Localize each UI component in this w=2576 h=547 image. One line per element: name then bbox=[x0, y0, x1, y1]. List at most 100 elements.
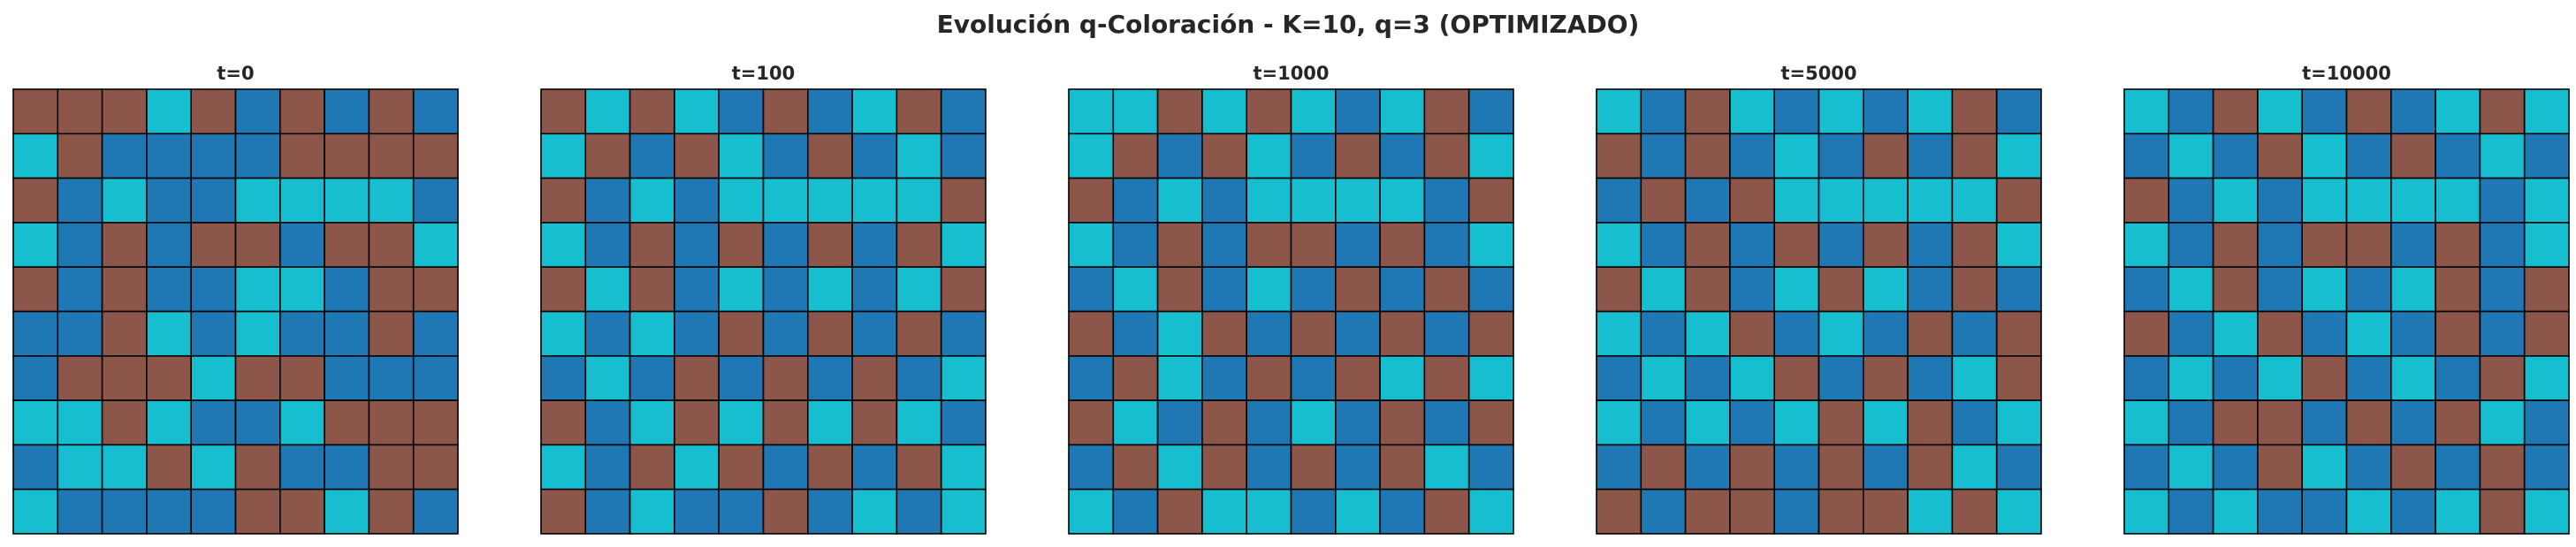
heatmap-cell bbox=[1640, 222, 1687, 268]
heatmap-cell bbox=[1379, 133, 1426, 179]
heatmap-cell bbox=[2301, 222, 2348, 268]
heatmap-cell bbox=[896, 310, 942, 357]
heatmap-cell bbox=[1201, 266, 1248, 313]
heatmap-cell bbox=[412, 354, 459, 401]
heatmap-cell bbox=[2345, 354, 2392, 401]
heatmap-cell bbox=[1201, 222, 1248, 268]
heatmap-cell bbox=[629, 88, 675, 135]
heatmap-cell bbox=[1467, 88, 1514, 135]
heatmap-cell bbox=[412, 177, 459, 224]
heatmap-cell bbox=[1467, 354, 1514, 401]
heatmap-cell bbox=[584, 488, 631, 535]
heatmap-cell bbox=[1951, 88, 1998, 135]
heatmap-cell bbox=[2345, 488, 2392, 535]
heatmap-cell bbox=[12, 88, 59, 135]
heatmap-cell bbox=[1995, 266, 2042, 313]
heatmap-cell bbox=[1951, 399, 1998, 446]
heatmap-cell bbox=[1201, 310, 1248, 357]
heatmap-cell bbox=[1335, 488, 1381, 535]
heatmap-cell bbox=[896, 354, 942, 401]
heatmap-cell bbox=[2301, 310, 2348, 357]
heatmap-cell bbox=[324, 444, 370, 490]
heatmap-cell bbox=[278, 222, 325, 268]
heatmap-cell bbox=[2212, 399, 2259, 446]
heatmap-cell bbox=[12, 354, 59, 401]
heatmap-cell bbox=[101, 266, 148, 313]
heatmap-cell bbox=[1863, 310, 1909, 357]
heatmap-cell bbox=[12, 266, 59, 313]
heatmap-cell bbox=[718, 177, 765, 224]
heatmap-cell bbox=[1729, 310, 1776, 357]
heatmap-cell bbox=[629, 354, 675, 401]
heatmap-cell bbox=[1112, 399, 1159, 446]
heatmap-panel-1: t=100 bbox=[540, 63, 987, 535]
heatmap-cell bbox=[1684, 444, 1731, 490]
heatmap-cell bbox=[1818, 88, 1864, 135]
heatmap-cell bbox=[1290, 399, 1337, 446]
heatmap-cell bbox=[762, 399, 809, 446]
heatmap-cell bbox=[2123, 488, 2170, 535]
heatmap-cell bbox=[2212, 488, 2259, 535]
heatmap-cell bbox=[324, 488, 370, 535]
heatmap-cell bbox=[2345, 133, 2392, 179]
heatmap-cell bbox=[412, 310, 459, 357]
heatmap-cell bbox=[718, 444, 765, 490]
heatmap-cell bbox=[1907, 310, 1954, 357]
heatmap-cell bbox=[1773, 177, 1820, 224]
heatmap-cell bbox=[2168, 88, 2214, 135]
heatmap-cell bbox=[1951, 266, 1998, 313]
heatmap-cell bbox=[1246, 177, 1292, 224]
heatmap-cell bbox=[2212, 222, 2259, 268]
heatmap-cell bbox=[718, 488, 765, 535]
heatmap-cell bbox=[1246, 266, 1292, 313]
heatmap-cell bbox=[146, 310, 192, 357]
heatmap-cell bbox=[368, 399, 415, 446]
panel-title: t=10000 bbox=[2302, 63, 2391, 84]
heatmap-cell bbox=[2212, 444, 2259, 490]
heatmap-cell bbox=[1863, 354, 1909, 401]
heatmap-cell bbox=[1156, 88, 1203, 135]
heatmap-cell bbox=[1201, 354, 1248, 401]
heatmap-cell bbox=[1818, 399, 1864, 446]
heatmap-cell bbox=[1335, 310, 1381, 357]
heatmap-cell bbox=[896, 222, 942, 268]
heatmap-cell bbox=[1423, 399, 1470, 446]
heatmap-cell bbox=[1201, 488, 1248, 535]
heatmap-cell bbox=[2479, 444, 2526, 490]
heatmap-cell bbox=[806, 177, 853, 224]
heatmap-cell bbox=[2479, 177, 2526, 224]
heatmap-cell bbox=[1729, 222, 1776, 268]
heatmap-cell bbox=[1818, 310, 1864, 357]
heatmap-cell bbox=[1423, 88, 1470, 135]
heatmap-cell bbox=[1379, 354, 1426, 401]
heatmap-cell bbox=[324, 310, 370, 357]
heatmap-cell bbox=[540, 444, 587, 490]
heatmap-cell bbox=[2212, 266, 2259, 313]
panel-title: t=0 bbox=[217, 63, 254, 84]
heatmap-cell bbox=[1201, 133, 1248, 179]
heatmap-cell bbox=[1773, 310, 1820, 357]
heatmap-cell bbox=[1335, 88, 1381, 135]
heatmap-cell bbox=[762, 222, 809, 268]
heatmap-cell bbox=[412, 133, 459, 179]
heatmap-cell bbox=[57, 354, 103, 401]
heatmap-cell bbox=[2390, 310, 2436, 357]
heatmap-cell bbox=[1246, 310, 1292, 357]
heatmap-cell bbox=[190, 266, 237, 313]
heatmap-cell bbox=[2435, 222, 2481, 268]
heatmap-cell bbox=[1951, 444, 1998, 490]
heatmap-cell bbox=[1379, 266, 1426, 313]
heatmap-cell bbox=[940, 266, 987, 313]
heatmap-cell bbox=[1640, 266, 1687, 313]
heatmap-cell bbox=[2345, 88, 2392, 135]
heatmap-cell bbox=[540, 488, 587, 535]
heatmap-cell bbox=[1423, 310, 1470, 357]
heatmap-cell bbox=[1112, 488, 1159, 535]
heatmap-cell bbox=[762, 266, 809, 313]
heatmap-cell bbox=[851, 444, 898, 490]
heatmap-cell bbox=[1596, 133, 1642, 179]
heatmap-cell bbox=[190, 88, 237, 135]
heatmap-cell bbox=[12, 399, 59, 446]
heatmap-cell bbox=[940, 354, 987, 401]
